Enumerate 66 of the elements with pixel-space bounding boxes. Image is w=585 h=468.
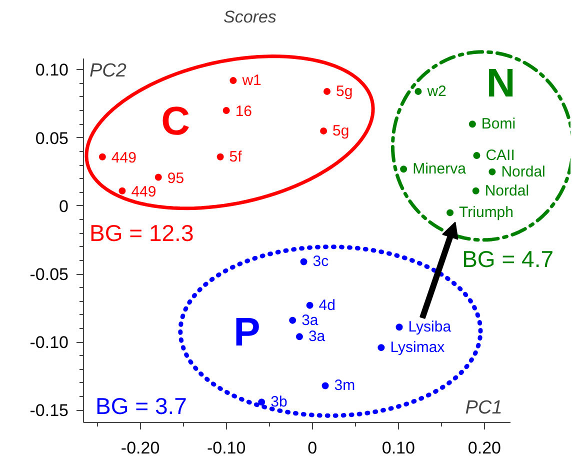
point: [472, 187, 480, 194]
point: [258, 398, 266, 406]
point: [468, 120, 476, 128]
point: [154, 174, 162, 181]
annotation: Minerva: [412, 160, 467, 178]
point: [400, 166, 408, 173]
annotation: 3c: [312, 253, 330, 270]
x-tick-label: -0.10: [206, 438, 246, 458]
annotation: BG = 12.3: [90, 220, 194, 246]
x-tick-label: 0.10: [382, 438, 415, 458]
point: [306, 302, 314, 309]
point: [488, 168, 496, 176]
point: [222, 107, 230, 114]
annotation: Triumph: [459, 204, 514, 222]
annotation: 449: [111, 149, 136, 166]
annotation: w2: [426, 82, 446, 100]
y-tick-label: 0.10: [35, 60, 69, 80]
x-axis-title: PC1: [465, 398, 502, 418]
annotation: w1: [241, 72, 262, 90]
point: [289, 316, 296, 324]
point: [230, 77, 237, 84]
series-label: N: [486, 61, 516, 106]
point: [324, 88, 330, 95]
annotation: 3a: [302, 312, 319, 329]
point: [300, 258, 308, 266]
annotation: CAII: [486, 146, 515, 164]
annotation: Lysiba: [408, 318, 452, 336]
y-tick-label: -0.05: [30, 265, 68, 284]
point: [322, 382, 329, 390]
annotation: BG = 3.7: [96, 393, 187, 420]
point: [446, 209, 454, 216]
point: [414, 88, 422, 95]
point: [320, 127, 328, 134]
annotation: 16: [235, 103, 252, 120]
annotation: Lysimax: [390, 339, 446, 356]
y-tick-label: -0.10: [30, 333, 68, 352]
annotation: 5g: [336, 82, 353, 100]
y-tick-label: 0: [59, 196, 69, 216]
chart-title: Scores: [224, 8, 277, 26]
annotation: 4d: [318, 296, 336, 314]
point: [98, 153, 106, 160]
y-axis-title: PC2: [90, 60, 127, 82]
x-tick-label: 0.20: [468, 438, 502, 458]
point: [378, 344, 385, 352]
y-tick-label: 0.05: [35, 128, 69, 148]
point: [216, 153, 224, 160]
annotation: Nordal: [501, 163, 546, 180]
annotation: 95: [167, 170, 184, 187]
x-tick-label: 0: [308, 438, 318, 458]
x-tick-label: -0.20: [120, 438, 160, 458]
point: [473, 152, 480, 159]
annotation: 3b: [270, 394, 288, 411]
point: [396, 324, 403, 331]
point: [296, 333, 303, 340]
y-tick-label: -0.15: [30, 401, 68, 420]
series-label: P: [234, 310, 260, 355]
annotation: 3m: [334, 377, 356, 394]
annotation: BG = 4.7: [462, 246, 554, 272]
point: [118, 187, 126, 194]
annotation: 449: [131, 183, 156, 200]
annotation: 3a: [308, 328, 326, 346]
annotation: Nordal: [484, 182, 530, 200]
series-label: C: [161, 99, 190, 144]
annotation: 5f: [229, 148, 243, 166]
annotation: Bomi: [481, 116, 516, 133]
annotation: 5g: [332, 122, 350, 140]
